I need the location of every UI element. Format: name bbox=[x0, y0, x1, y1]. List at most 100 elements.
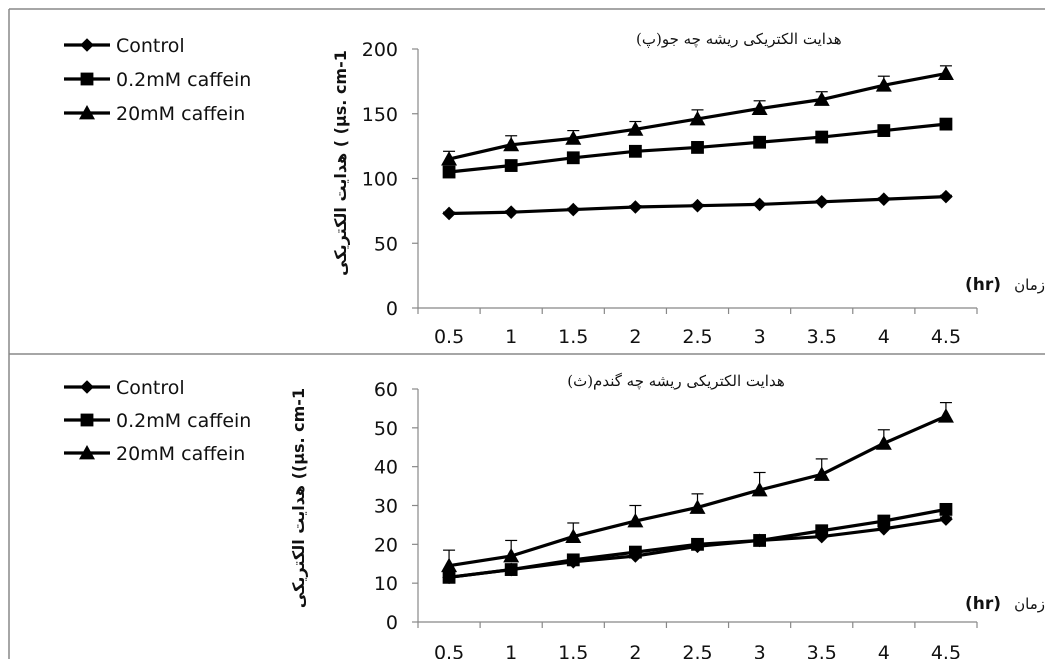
chart1-series-2-point bbox=[753, 135, 767, 149]
chart1-series-1-point bbox=[939, 189, 953, 204]
chart2-x-tick-label: 1 bbox=[505, 642, 517, 659]
chart1-x-tick-label: 1.5 bbox=[558, 326, 588, 348]
chart1-series-2-point bbox=[628, 144, 642, 158]
chart1-series-1-point bbox=[566, 202, 581, 217]
chart1-y-tick-label: 50 bbox=[374, 233, 398, 255]
chart1-x-tick-label: 2 bbox=[629, 326, 641, 348]
chart1-series-3-point bbox=[937, 65, 954, 81]
chart1-xunit-en: (hr) bbox=[965, 275, 1001, 295]
chart1-y-tick-label: 200 bbox=[362, 39, 398, 61]
chart1-series-1-point bbox=[877, 192, 891, 207]
chart2-series-2-point bbox=[442, 570, 456, 584]
chart2-legend-label-2: 0.2mM caffein bbox=[116, 410, 251, 432]
chart2-series-2-point bbox=[691, 537, 704, 551]
chart2-x-tick-label: 3.5 bbox=[807, 642, 837, 659]
chart1-legend-marker-2 bbox=[80, 72, 94, 86]
chart2-series-2-point bbox=[877, 514, 891, 528]
chart1-series-3-point bbox=[565, 130, 582, 145]
chart2-series-3-point bbox=[627, 513, 644, 528]
chart1-x-tick-label: 2.5 bbox=[682, 326, 712, 348]
chart2-series-2-point bbox=[566, 553, 580, 567]
chart2-y-tick-label: 0 bbox=[386, 612, 398, 634]
chart1-x-tick-label: 4 bbox=[878, 326, 890, 348]
chart1-series-1 bbox=[442, 189, 953, 221]
chart1-legend-label-2: 0.2mM caffein bbox=[116, 69, 251, 91]
chart1-title: هدایت الکتریکی ریشه چه جو(پ) bbox=[636, 30, 842, 48]
chart2-xunit-fa: زمان bbox=[1014, 595, 1045, 613]
chart2-legend-marker-3 bbox=[79, 445, 95, 460]
chart2-y-tick-label: 40 bbox=[374, 457, 398, 479]
chart2-legend-label-1: Control bbox=[116, 377, 185, 399]
chart1-series-1-point bbox=[752, 197, 767, 212]
chart2-series-2-point bbox=[815, 524, 829, 538]
chart1-series-3-point bbox=[503, 136, 520, 152]
chart1-x-tick-label: 0.5 bbox=[434, 326, 464, 348]
chart2-xunit-en: (hr) bbox=[965, 594, 1001, 614]
chart2-y-tick-label: 20 bbox=[374, 534, 398, 556]
chart1-series-2-point bbox=[877, 124, 891, 137]
chart2-series-3-point bbox=[565, 528, 582, 543]
chart2-series-3-point bbox=[751, 481, 768, 497]
chart1-series-1-point bbox=[690, 198, 705, 213]
chart1-series-3-point bbox=[875, 77, 892, 92]
chart2-series-3-point bbox=[689, 499, 706, 514]
chart2-series-2-point bbox=[504, 563, 518, 576]
chart2-series-3-point bbox=[813, 466, 830, 481]
chart1: 0 50 100 150 200 0.5 1 1.5 2 2.5 3 3.5 4 4.5 Control 0.… bbox=[64, 35, 978, 348]
chart2-y-tick-label: 50 bbox=[374, 418, 398, 440]
chart2-x-tick-label: 3 bbox=[754, 642, 766, 659]
chart2-legend-label-3: 20mM caffein bbox=[116, 443, 245, 465]
chart1-series-2-point bbox=[566, 151, 580, 165]
chart1-y-tick-label: 150 bbox=[362, 104, 398, 126]
chart2-series-3 bbox=[441, 401, 954, 573]
chart2-x-tick-label: 0.5 bbox=[434, 642, 464, 659]
chart2-x-tick-label: 2 bbox=[629, 642, 641, 659]
chart1-series-2-point bbox=[691, 141, 704, 154]
chart1-x-tick-label: 3.5 bbox=[807, 326, 837, 348]
chart2-x-tick-label: 4 bbox=[878, 642, 890, 659]
chart2-y-tick-label: 30 bbox=[374, 496, 398, 518]
chart2-series-3-point bbox=[503, 547, 520, 563]
chart2-y-tick-label: 10 bbox=[374, 573, 398, 595]
chart2-legend-marker-1 bbox=[80, 380, 94, 394]
chart2-title: هدایت الکتریکی ریشه چه گندم(ث) bbox=[567, 372, 785, 390]
chart2-series-3-point bbox=[937, 408, 954, 423]
chart1-series-3-point bbox=[689, 110, 706, 126]
chart1-x-tick-label: 3 bbox=[754, 326, 766, 348]
chart1-x-tick-label: 1 bbox=[505, 326, 517, 348]
chart2-x-tick-label: 4.5 bbox=[931, 642, 961, 659]
chart1-legend-marker-3 bbox=[79, 105, 95, 120]
chart2-series-1-point bbox=[939, 512, 953, 526]
chart2-y-tick-label: 60 bbox=[374, 379, 398, 401]
chart1-x-tick-label: 4.5 bbox=[931, 326, 961, 348]
chart1-y-tick-label: 0 bbox=[386, 298, 398, 320]
chart1-series-2 bbox=[442, 117, 953, 179]
chart2-series-2 bbox=[442, 502, 953, 584]
chart2-x-tick-label: 2.5 bbox=[682, 642, 712, 659]
chart1-series-1-point bbox=[504, 205, 518, 219]
chart2-series-3-point bbox=[441, 557, 458, 573]
chart1-series-3-point bbox=[627, 121, 644, 136]
chart1-series-2-point bbox=[504, 159, 518, 172]
chart2: 0 10 20 30 40 50 60 0.5 1 1.5 2 2.5 3 3.5 4 4.5 Control 0… bbox=[64, 377, 978, 659]
chart1-series-2-point bbox=[939, 117, 953, 131]
chart1-series-1-point bbox=[442, 206, 456, 221]
chart2-series-2-point bbox=[628, 545, 642, 559]
chart1-series-1-point bbox=[628, 200, 643, 214]
chart1-series-3-point bbox=[813, 91, 830, 106]
chart2-x-tick-label: 1.5 bbox=[558, 642, 588, 659]
chart1-legend-label-3: 20mM caffein bbox=[116, 103, 245, 125]
chart1-legend-label-1: Control bbox=[116, 35, 185, 57]
chart1-y-tick-label: 100 bbox=[362, 169, 398, 191]
chart1-xunit-fa: زمان bbox=[1014, 276, 1045, 294]
chart2-ylabel: هدایت الکتریکی ((µs. cm-1 bbox=[289, 388, 308, 608]
chart1-series-3-point bbox=[441, 151, 458, 166]
chart1-series-3-point bbox=[751, 100, 768, 115]
chart2-series-3-point bbox=[875, 435, 892, 450]
chart2-series-2-point bbox=[753, 534, 767, 547]
chart1-series-1-point bbox=[814, 195, 829, 209]
chart1-legend-marker-1 bbox=[80, 38, 94, 52]
chart1-ylabel: هدایت الکتریکی ( (µs. cm-1 bbox=[331, 50, 350, 276]
